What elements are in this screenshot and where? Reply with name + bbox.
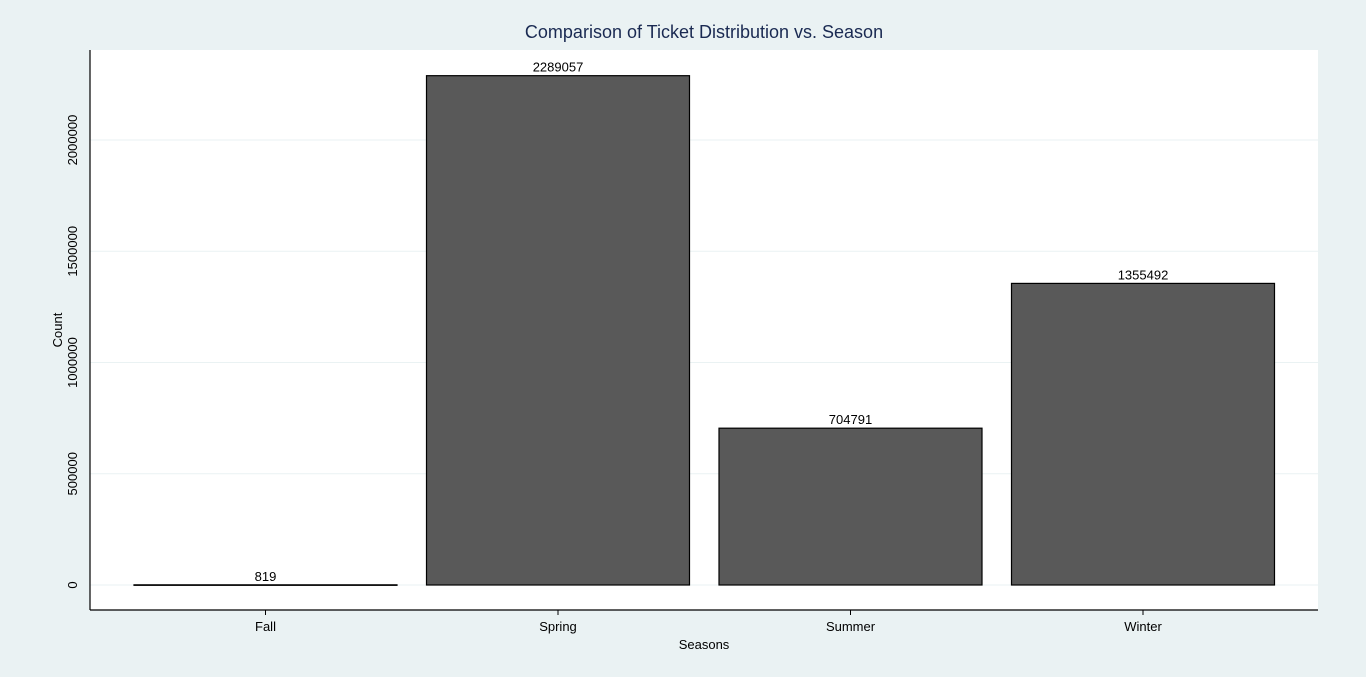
bar-winter [1010,282,1276,586]
chart-title: Comparison of Ticket Distribution vs. Se… [525,22,883,42]
bars [133,75,1276,586]
y-tick-label: 1000000 [65,337,80,388]
bar-spring [425,75,691,586]
x-ticks: Fall Spring Summer Winter [255,610,1162,634]
y-tick-label: 1500000 [65,226,80,277]
data-label-fall: 819 [255,569,277,584]
data-label-summer: 704791 [829,412,872,427]
y-ticks: 0 500000 1000000 1500000 2000000 [65,115,80,589]
x-tick-label-winter: Winter [1124,619,1162,634]
y-tick-label: 2000000 [65,115,80,166]
data-label-winter: 1355492 [1118,267,1169,282]
y-axis-title: Count [50,312,65,347]
x-tick-label-fall: Fall [255,619,276,634]
x-tick-label-summer: Summer [826,619,876,634]
y-tick-label: 500000 [65,452,80,495]
data-label-spring: 2289057 [533,60,584,75]
bar-summer [718,427,983,586]
bar-fall [133,584,398,586]
x-tick-label-spring: Spring [539,619,577,634]
data-labels: 819 2289057 704791 1355492 [255,60,1169,584]
x-axis-title: Seasons [679,637,730,652]
y-tick-label: 0 [65,581,80,588]
